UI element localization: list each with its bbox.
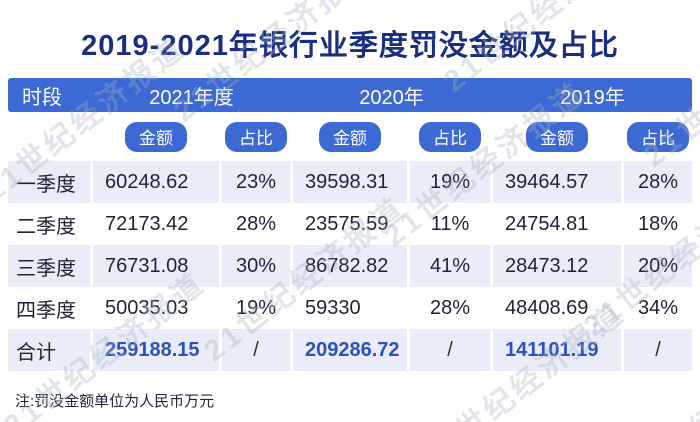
pill-2020-ratio: 占比 — [419, 121, 481, 152]
pill-2021-amount: 金额 — [125, 121, 187, 152]
row-period-label: 四季度 — [16, 299, 76, 322]
amount-value: 86782.82 — [293, 245, 407, 287]
amount-value: 28473.12 — [493, 245, 621, 287]
table-row-total: 合计 259188.15/209286.72/141101.19/ — [8, 329, 692, 371]
table-row: 四季度 50035.03 19% 59330 28% 48408.69 34% — [8, 287, 692, 329]
table-row: 二季度 72173.42 28% 23575.59 11% 24754.81 18% — [8, 203, 692, 245]
ratio-value: 11% — [430, 212, 470, 235]
ratio-value: 28% — [624, 161, 692, 203]
pill-2020-amount: 金额 — [319, 121, 381, 152]
subheader-pills-row: 金额 占比 金额 占比 金额 占比 — [8, 112, 692, 161]
ratio-value: 20% — [624, 245, 692, 287]
ratio-value: / — [410, 329, 490, 371]
amount-value: 72173.42 — [105, 212, 189, 235]
ratio-value: 30% — [222, 245, 290, 287]
ratio-value: 23% — [222, 161, 290, 203]
ratio-value: 18% — [637, 212, 679, 235]
header-period: 时段 — [22, 86, 62, 109]
ratio-value: 28% — [235, 212, 277, 235]
amount-value: 76731.08 — [93, 245, 219, 287]
header-year-2019: 2019年 — [560, 86, 625, 109]
amount-value: 141101.19 — [493, 329, 621, 371]
row-period-label: 二季度 — [16, 215, 76, 238]
pill-2019-ratio: 占比 — [627, 121, 689, 152]
row-period-label: 三季度 — [8, 245, 90, 287]
row-period-label: 合计 — [8, 329, 90, 371]
ratio-value: 41% — [410, 245, 490, 287]
amount-value: 60248.62 — [93, 161, 219, 203]
pill-2021-ratio: 占比 — [225, 121, 287, 152]
table-row: 一季度 60248.62 23% 39598.31 19% 39464.57 28% — [8, 161, 692, 203]
ratio-value: / — [624, 329, 692, 371]
header-year-2021: 2021年度 — [149, 86, 234, 109]
table-header-bar: 时段 2021年度 2020年 2019年 — [8, 78, 692, 112]
amount-value: 209286.72 — [293, 329, 407, 371]
row-period-label: 一季度 — [8, 161, 90, 203]
table-row: 三季度 76731.08 30% 86782.82 41% 28473.12 20% — [8, 245, 692, 287]
header-year-2020: 2020年 — [359, 86, 424, 109]
amount-value: 39598.31 — [293, 161, 407, 203]
ratio-value: 19% — [410, 161, 490, 203]
amount-value: 48408.69 — [505, 296, 589, 319]
pill-2019-amount: 金额 — [526, 121, 588, 152]
amount-value: 39464.57 — [493, 161, 621, 203]
page-title: 2019-2021年银行业季度罚没金额及占比 — [81, 30, 619, 62]
amount-value: 24754.81 — [505, 212, 589, 235]
ratio-value: 34% — [637, 296, 679, 319]
ratio-value: 28% — [429, 296, 471, 319]
ratio-value: 19% — [235, 296, 277, 319]
ratio-value: / — [222, 329, 290, 371]
amount-value: 50035.03 — [105, 296, 189, 319]
amount-value: 259188.15 — [93, 329, 219, 371]
footnote: 注:罚没金额单位为人民币万元 — [15, 393, 215, 410]
table-body: 一季度 60248.62 23% 39598.31 19% 39464.57 28% 二季度 7… — [8, 161, 692, 371]
amount-value: 59330 — [305, 296, 361, 319]
amount-value: 23575.59 — [305, 212, 389, 235]
